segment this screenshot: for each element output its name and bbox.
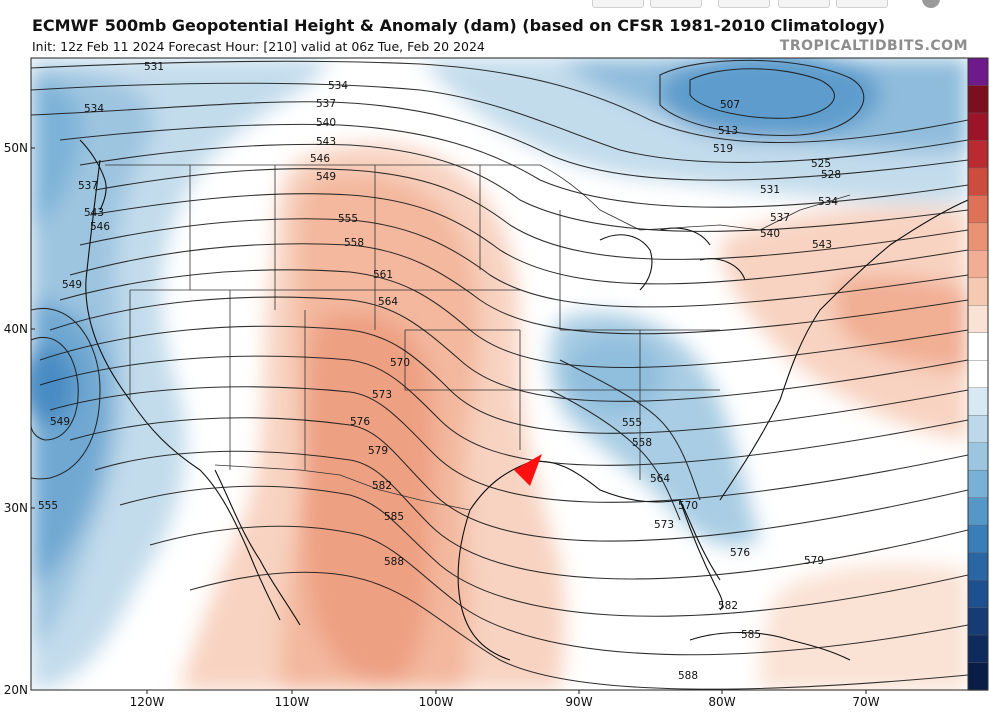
contour-label: 585 xyxy=(741,629,761,641)
lon-label: 100W xyxy=(419,695,454,709)
colorbar-swatch xyxy=(967,415,989,444)
latitude-axis: 50N 40N 30N 20N xyxy=(4,141,28,697)
contour-label: 543 xyxy=(84,207,104,219)
colorbar-swatch xyxy=(967,469,989,499)
colorbar-swatch xyxy=(967,387,989,416)
page-title: ECMWF 500mb Geopotential Height & Anomal… xyxy=(32,16,886,35)
colorbar-swatch xyxy=(967,222,989,252)
colorbar-swatch xyxy=(967,442,989,471)
colorbar-swatch xyxy=(967,524,989,554)
brand-watermark: TROPICALTIDBITS.COM xyxy=(779,38,968,54)
lon-label: 110W xyxy=(275,695,310,709)
colorbar-swatch xyxy=(967,607,989,636)
contour-label: 555 xyxy=(622,417,642,429)
contour-label: 540 xyxy=(316,117,336,129)
colorbar-swatch xyxy=(967,662,989,691)
forecast-subtitle: Init: 12z Feb 11 2024 Forecast Hour: [21… xyxy=(32,39,485,54)
contour-label: 582 xyxy=(718,600,738,612)
contour-label: 549 xyxy=(62,279,82,291)
contour-label: 555 xyxy=(38,500,58,512)
contour-label: 555 xyxy=(338,213,358,225)
contour-label: 558 xyxy=(344,237,364,249)
colorbar-swatch xyxy=(967,167,989,197)
contour-label: 570 xyxy=(390,357,410,369)
longitude-axis: 120W 110W 100W 90W 80W 70W xyxy=(130,695,880,709)
contour-label: 573 xyxy=(654,519,674,531)
toolbar-button[interactable] xyxy=(778,0,830,8)
contour-label: 585 xyxy=(384,511,404,523)
contour-labels: 531 534 537 540 543 546 549 555 558 561 … xyxy=(38,61,841,682)
contour-label: 573 xyxy=(372,389,392,401)
contour-label: 588 xyxy=(678,670,698,682)
lon-label: 80W xyxy=(708,695,735,709)
lon-ticks xyxy=(146,690,867,694)
toolbar-button[interactable] xyxy=(718,0,770,8)
contour-label: 582 xyxy=(372,480,392,492)
contour-label: 543 xyxy=(812,239,832,251)
contour-label: 507 xyxy=(720,99,740,111)
colorbar xyxy=(967,57,989,691)
colorbar-swatch xyxy=(967,332,989,361)
colorbar-border xyxy=(967,57,989,691)
contour-label: 534 xyxy=(818,196,838,208)
contour-label: 546 xyxy=(90,221,110,233)
lat-label: 20N xyxy=(4,683,28,697)
contour-label: 525 xyxy=(811,158,831,170)
lon-label: 90W xyxy=(565,695,592,709)
contour-label: 534 xyxy=(328,80,348,92)
lat-label: 50N xyxy=(4,141,28,155)
lat-label: 30N xyxy=(4,501,28,515)
colorbar-swatch xyxy=(967,360,989,389)
contour-label: 579 xyxy=(368,445,388,457)
contour-label: 531 xyxy=(760,184,780,196)
lat-ticks xyxy=(31,147,35,691)
gear-icon[interactable] xyxy=(922,0,940,8)
colorbar-swatch xyxy=(967,634,989,664)
contour-label: 561 xyxy=(373,269,393,281)
contour-label: 543 xyxy=(316,136,336,148)
contour-label: 558 xyxy=(632,437,652,449)
colorbar-swatch xyxy=(967,277,989,307)
lon-label: 120W xyxy=(130,695,165,709)
contour-label: 519 xyxy=(713,143,733,155)
colorbar-swatch xyxy=(967,579,989,609)
colorbar-swatch xyxy=(967,57,989,87)
colorbar-swatch xyxy=(967,305,989,334)
annotation-arrow xyxy=(470,454,542,522)
contour-label: 534 xyxy=(84,103,104,115)
map-frame: 531 534 537 540 543 546 549 555 558 561 … xyxy=(31,58,968,690)
colorbar-swatch xyxy=(967,85,989,114)
toolbar-button[interactable] xyxy=(650,0,702,8)
colorbar-swatch xyxy=(967,552,989,581)
contour-label: 537 xyxy=(770,212,790,224)
colorbar-swatch xyxy=(967,112,989,142)
lat-label: 40N xyxy=(4,322,28,336)
contour-label: 513 xyxy=(718,125,738,137)
colorbar-swatch xyxy=(967,195,989,224)
contour-label: 579 xyxy=(804,555,824,567)
colorbar-swatch xyxy=(967,140,989,169)
colorbar-swatch xyxy=(967,250,989,279)
contour-label: 564 xyxy=(650,473,670,485)
contour-label: 540 xyxy=(760,228,780,240)
contour-label: 549 xyxy=(50,416,70,428)
contour-label: 588 xyxy=(384,556,404,568)
contour-label: 531 xyxy=(144,61,164,73)
anomaly-shading xyxy=(31,58,968,690)
toolbar-button[interactable] xyxy=(836,0,888,8)
contour-label: 528 xyxy=(821,169,841,181)
contour-label: 570 xyxy=(678,500,698,512)
contour-label: 546 xyxy=(310,153,330,165)
toolbar-button[interactable] xyxy=(592,0,644,8)
contour-label: 576 xyxy=(730,547,750,559)
lon-label: 70W xyxy=(852,695,879,709)
contour-label: 537 xyxy=(316,98,336,110)
height-contours xyxy=(31,59,968,690)
contour-label: 549 xyxy=(316,171,336,183)
contour-label: 537 xyxy=(78,180,98,192)
contour-label: 576 xyxy=(350,416,370,428)
contour-label: 564 xyxy=(378,296,398,308)
colorbar-swatch xyxy=(967,497,989,526)
